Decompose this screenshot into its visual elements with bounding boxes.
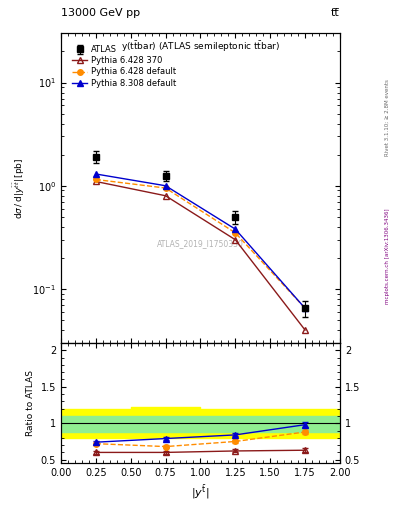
Text: tt̅: tt̅ [331, 8, 340, 18]
Pythia 6.428 default [163, 185, 168, 191]
Text: mcplots.cern.ch [arXiv:1306.3436]: mcplots.cern.ch [arXiv:1306.3436] [385, 208, 389, 304]
Pythia 6.428 370 [94, 178, 98, 184]
Legend: ATLAS, Pythia 6.428 370, Pythia 6.428 default, Pythia 8.308 default: ATLAS, Pythia 6.428 370, Pythia 6.428 de… [71, 44, 178, 89]
Y-axis label: Ratio to ATLAS: Ratio to ATLAS [26, 370, 35, 436]
Line: Pythia 8.308 default: Pythia 8.308 default [92, 170, 309, 312]
Pythia 8.308 default [94, 171, 98, 177]
Y-axis label: $\mathrm{d}\sigma\,/\,\mathrm{d}|y^{\bar{t}\bar{t}}|\,[\mathrm{pb}]$: $\mathrm{d}\sigma\,/\,\mathrm{d}|y^{\bar… [11, 158, 27, 219]
Line: Pythia 6.428 default: Pythia 6.428 default [93, 177, 308, 311]
Pythia 6.428 default [94, 177, 98, 183]
Line: Pythia 6.428 370: Pythia 6.428 370 [92, 178, 309, 333]
Text: y(t$\bar{\rm t}$bar) (ATLAS semileptonic t$\bar{\rm t}$bar): y(t$\bar{\rm t}$bar) (ATLAS semileptonic… [121, 39, 280, 54]
Text: Rivet 3.1.10; ≥ 2.8M events: Rivet 3.1.10; ≥ 2.8M events [385, 79, 389, 156]
Pythia 6.428 370 [303, 327, 307, 333]
Text: ATLAS_2019_I1750330: ATLAS_2019_I1750330 [157, 239, 244, 248]
Pythia 6.428 370 [233, 237, 238, 243]
X-axis label: $|y^{\bar{\mathrm{t}}}|$: $|y^{\bar{\mathrm{t}}}|$ [191, 484, 209, 501]
Pythia 6.428 default [303, 305, 307, 311]
Text: 13000 GeV pp: 13000 GeV pp [61, 8, 140, 18]
Pythia 6.428 370 [163, 193, 168, 199]
Pythia 8.308 default [163, 183, 168, 189]
Pythia 6.428 default [233, 230, 238, 236]
Pythia 8.308 default [233, 226, 238, 232]
Pythia 8.308 default [303, 305, 307, 311]
